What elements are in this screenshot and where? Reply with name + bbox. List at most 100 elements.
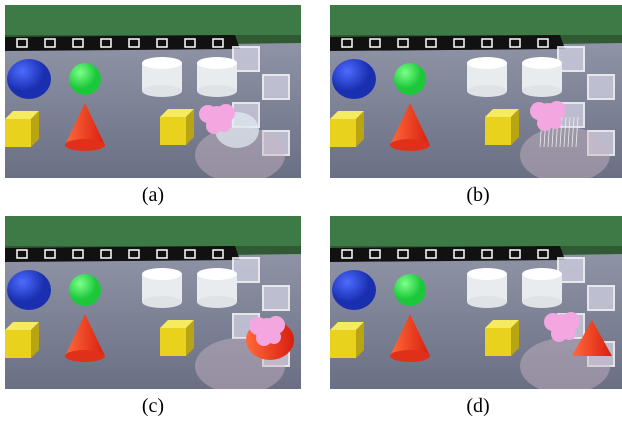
blue-dome: [7, 59, 51, 99]
marker: [262, 130, 290, 156]
cube-side: [31, 111, 39, 147]
photo: [330, 216, 622, 389]
cube-side: [356, 111, 364, 147]
pink-object: [267, 330, 281, 344]
cube-top: [330, 322, 364, 330]
marker: [262, 285, 290, 311]
red-cone: [390, 103, 430, 145]
cube-side: [511, 320, 519, 356]
pink-object: [562, 312, 580, 330]
red-cone: [65, 314, 105, 356]
cube-front: [5, 330, 31, 358]
marker: [128, 249, 140, 259]
marker: [16, 249, 28, 259]
marker: [481, 38, 493, 48]
marker: [262, 74, 290, 100]
marker: [341, 38, 353, 48]
marker-strip: [5, 246, 240, 262]
marker: [44, 249, 56, 259]
cylinder-top: [142, 57, 182, 69]
hand: [195, 127, 285, 178]
red-cone-base: [65, 139, 105, 151]
marker: [44, 38, 56, 48]
cube-front: [330, 119, 356, 147]
marker: [156, 249, 168, 259]
marker: [128, 38, 140, 48]
blue-dome: [332, 59, 376, 99]
marker: [369, 38, 381, 48]
cylinder-base: [467, 85, 507, 97]
marker: [16, 38, 28, 48]
green-sphere: [394, 274, 426, 306]
marker-strip: [5, 35, 240, 51]
cube-top: [330, 111, 364, 119]
marker: [369, 249, 381, 259]
pink-object: [217, 104, 235, 122]
cylinder-top: [197, 57, 237, 69]
marker: [537, 38, 549, 48]
cube-front: [5, 119, 31, 147]
marker: [453, 38, 465, 48]
wireframe: [567, 116, 571, 148]
cube-side: [356, 322, 364, 358]
marker: [587, 74, 615, 100]
photo: [330, 5, 622, 178]
cube-top: [5, 322, 39, 330]
red-cone-virtual: [572, 320, 612, 356]
cube-side: [31, 322, 39, 358]
marker: [72, 249, 84, 259]
cube-front: [485, 328, 511, 356]
cylinder-base: [197, 85, 237, 97]
cube-side: [186, 320, 194, 356]
caption: (d): [466, 395, 490, 417]
marker: [72, 38, 84, 48]
marker-strip: [330, 246, 565, 262]
pink-object: [548, 101, 566, 119]
marker: [341, 249, 353, 259]
marker: [100, 38, 112, 48]
marker: [557, 257, 585, 283]
marker: [212, 38, 224, 48]
marker: [232, 257, 260, 283]
red-cone-base: [390, 350, 430, 362]
cylinder-top: [197, 268, 237, 280]
wireframe: [571, 116, 575, 148]
cube-top: [5, 111, 39, 119]
marker: [509, 249, 521, 259]
cylinder-base: [522, 85, 562, 97]
marker: [397, 249, 409, 259]
red-cone: [65, 103, 105, 145]
wireframe: [563, 116, 567, 148]
marker: [509, 38, 521, 48]
wireframe: [575, 116, 579, 148]
marker: [184, 38, 196, 48]
cylinder-top: [142, 268, 182, 280]
cube-top: [160, 320, 194, 328]
marker: [397, 38, 409, 48]
cube-front: [485, 117, 511, 145]
cube-front: [330, 330, 356, 358]
pink-object: [562, 326, 576, 340]
pink-object: [217, 118, 231, 132]
blue-dome: [332, 270, 376, 310]
wall: [330, 216, 622, 246]
marker: [587, 130, 615, 156]
blue-dome: [7, 270, 51, 310]
wall: [5, 5, 301, 35]
photo: [5, 5, 301, 178]
cube-side: [186, 109, 194, 145]
marker: [100, 249, 112, 259]
photo: [5, 216, 301, 389]
cylinder-top: [467, 268, 507, 280]
marker: [425, 38, 437, 48]
cylinder-base: [522, 296, 562, 308]
hand: [520, 127, 610, 178]
red-cone-base: [390, 139, 430, 151]
cylinder-base: [467, 296, 507, 308]
wall: [5, 216, 301, 246]
cylinder-base: [142, 296, 182, 308]
marker: [184, 249, 196, 259]
cube-top: [485, 320, 519, 328]
marker: [425, 249, 437, 259]
marker: [537, 249, 549, 259]
